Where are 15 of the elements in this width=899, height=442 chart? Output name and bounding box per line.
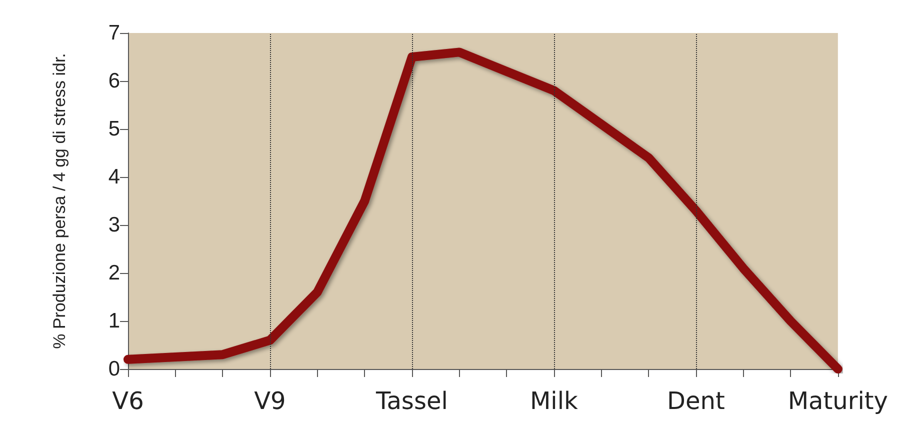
y-tick-label: 4 bbox=[108, 166, 120, 188]
y-tick-label: 6 bbox=[108, 70, 120, 92]
x-tick-label: Dent bbox=[666, 387, 725, 415]
x-tick-label: V6 bbox=[112, 387, 144, 415]
y-tick-label: 5 bbox=[108, 118, 120, 140]
y-axis-title: % Produzione persa / 4 gg di stress idr. bbox=[50, 53, 69, 349]
y-tick-label: 3 bbox=[108, 214, 120, 236]
x-tick-label: Maturity bbox=[788, 387, 888, 415]
y-tick-label: 0 bbox=[108, 358, 120, 380]
x-tick-label: V9 bbox=[254, 387, 286, 415]
y-tick-label: 7 bbox=[108, 22, 120, 44]
y-tick-label: 1 bbox=[108, 310, 120, 332]
x-tick-label: Tassel bbox=[375, 387, 448, 415]
y-tick-label: 2 bbox=[108, 262, 120, 284]
x-tick-label: Milk bbox=[530, 387, 578, 415]
